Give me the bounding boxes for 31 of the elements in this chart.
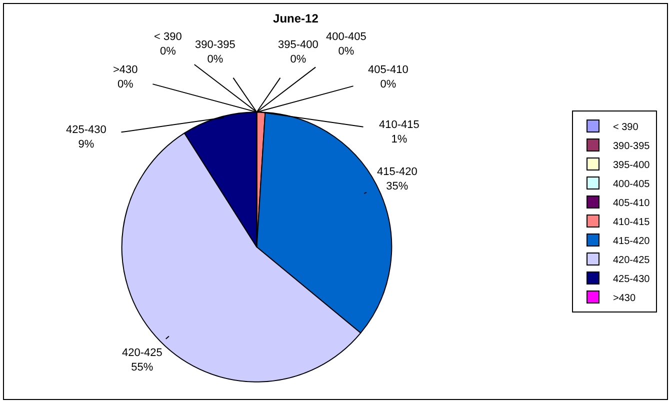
category-label: 400-405 [326,31,366,43]
text: 0% [207,53,224,66]
legend-label: 390-395 [613,140,650,152]
data-label: 35% [386,180,408,192]
slice-label: 415-420 [377,166,418,178]
slice-label: 410-415 [379,119,420,131]
category-label: < 390 [154,31,182,43]
slice-label: 420-425 [122,347,162,359]
legend-label: 415-420 [613,236,650,247]
category-label: 395-400 [278,39,318,51]
legend-label: >430 [613,292,636,304]
legend-label: 405-410 [613,198,650,209]
slice-label: 425-430 [66,124,106,136]
category-label: 390-395 [195,39,236,51]
legend-label: 400-405 [613,178,650,190]
data-label: 1% [391,133,408,146]
legend-label: 425-430 [613,274,650,285]
data-label: 9% [78,138,94,150]
legend-label: 420-425 [613,254,650,266]
legend-label: 410-415 [613,216,650,228]
category-label: 405-410 [368,64,408,76]
data-label: 55% [131,361,154,374]
text: 0% [117,78,134,90]
text: 0% [338,45,354,58]
text: 0% [160,45,176,58]
category-label: >430 [113,64,138,76]
legend-label: < 390 [613,122,639,133]
chart-title: June-12 [273,11,319,26]
legend-label: 395-400 [613,160,650,171]
text: 0% [290,53,306,66]
text: 0% [380,78,396,90]
